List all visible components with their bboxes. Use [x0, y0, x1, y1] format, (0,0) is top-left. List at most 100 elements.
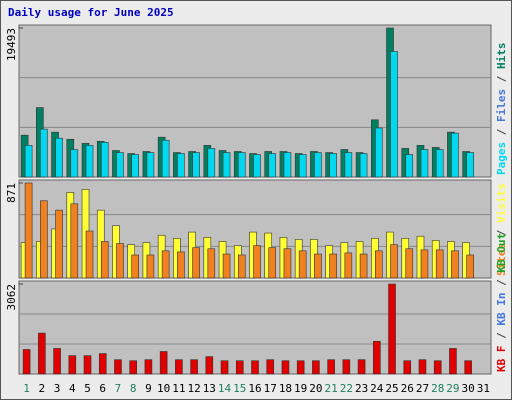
x-tick-label: 3 — [54, 382, 61, 395]
x-tick-label: 16 — [248, 382, 261, 395]
bar — [327, 359, 335, 375]
y-tick-label: 19493 — [5, 28, 18, 61]
plot-area — [18, 280, 492, 375]
bar — [466, 254, 474, 279]
bar — [129, 360, 137, 375]
bar — [40, 128, 48, 178]
bar — [451, 132, 459, 178]
bar — [420, 149, 429, 178]
bar — [222, 152, 231, 178]
x-tick-label: 22 — [340, 382, 353, 395]
x-tick-label: 2 — [39, 382, 46, 395]
x-tick-label: 10 — [157, 382, 170, 395]
bar — [283, 152, 292, 178]
bar — [359, 253, 368, 279]
bar — [68, 355, 77, 375]
bar — [146, 152, 155, 178]
bar — [253, 245, 261, 279]
bar — [53, 348, 61, 375]
bar — [314, 253, 322, 279]
legend-separator: / — [495, 223, 508, 243]
x-tick-label: 4 — [69, 382, 76, 395]
bar — [344, 152, 353, 178]
x-tick-label: 25 — [385, 382, 398, 395]
bar — [435, 249, 444, 279]
x-tick-label: 11 — [172, 382, 185, 395]
bar — [359, 153, 368, 178]
chart-title: Daily usage for June 2025 — [8, 6, 174, 19]
legend-entry: Hits — [495, 43, 508, 70]
bar — [298, 154, 307, 178]
bar — [329, 153, 337, 178]
y-tick-label: 871 — [5, 183, 18, 203]
x-tick-label: 14 — [218, 382, 232, 395]
bar — [390, 51, 398, 178]
bar — [253, 154, 261, 178]
bar — [237, 152, 246, 178]
bar — [298, 250, 307, 279]
bar — [451, 250, 459, 279]
bar — [55, 137, 63, 178]
bar — [175, 359, 183, 375]
legend-entry: Sites — [495, 243, 508, 276]
bar — [464, 360, 472, 375]
x-tick-label: 19 — [294, 382, 307, 395]
bar — [207, 248, 216, 279]
bar — [314, 152, 322, 178]
bar — [357, 359, 366, 375]
bar — [144, 359, 153, 375]
bar — [435, 149, 444, 178]
legend: KB F / KB In / KB Out — [495, 233, 508, 372]
bar — [418, 359, 427, 375]
legend: Sites / Visits — [495, 183, 508, 276]
bar — [161, 139, 170, 178]
bar — [433, 360, 442, 375]
bar — [403, 360, 412, 375]
bar — [70, 149, 79, 178]
legend-entry: Pages — [495, 142, 508, 175]
bar — [100, 141, 109, 178]
bar — [24, 182, 33, 279]
bar — [131, 254, 139, 279]
bar — [373, 340, 381, 375]
x-tick-label: 20 — [309, 382, 322, 395]
x-tick-label: 23 — [355, 382, 368, 395]
bar — [159, 351, 168, 375]
x-tick-label: 9 — [145, 382, 152, 395]
bar — [190, 359, 198, 375]
legend-entry: KB In — [495, 293, 508, 326]
x-tick-label: 13 — [203, 382, 216, 395]
bar — [116, 243, 124, 279]
bar — [281, 360, 290, 375]
bar — [116, 152, 124, 178]
legend: Pages / Files / Hits — [495, 43, 508, 176]
legend-entry: Visits — [495, 183, 508, 223]
x-tick-label: 15 — [233, 382, 246, 395]
bar — [100, 241, 109, 279]
bar — [83, 355, 92, 375]
bar — [390, 244, 398, 279]
x-tick-label: 24 — [370, 382, 384, 395]
x-tick-label: 5 — [84, 382, 91, 395]
bar — [222, 253, 231, 279]
x-tick-label: 7 — [115, 382, 122, 395]
x-tick-label: 1 — [23, 382, 30, 395]
bar — [70, 203, 79, 279]
bar — [205, 356, 214, 375]
legend-separator: / — [495, 326, 508, 346]
bar — [235, 360, 244, 375]
x-tick-label: 17 — [264, 382, 277, 395]
bar — [114, 359, 122, 375]
bar — [177, 153, 185, 178]
legend-separator: / — [495, 69, 508, 89]
bar — [220, 360, 229, 375]
x-tick-label: 30 — [462, 382, 475, 395]
bar — [192, 152, 200, 178]
bar — [40, 200, 48, 279]
bar — [146, 254, 155, 279]
x-tick-label: 12 — [187, 382, 200, 395]
bar — [405, 248, 414, 279]
legend-entry: Files — [495, 89, 508, 122]
bar — [342, 359, 351, 375]
bar — [283, 248, 292, 279]
